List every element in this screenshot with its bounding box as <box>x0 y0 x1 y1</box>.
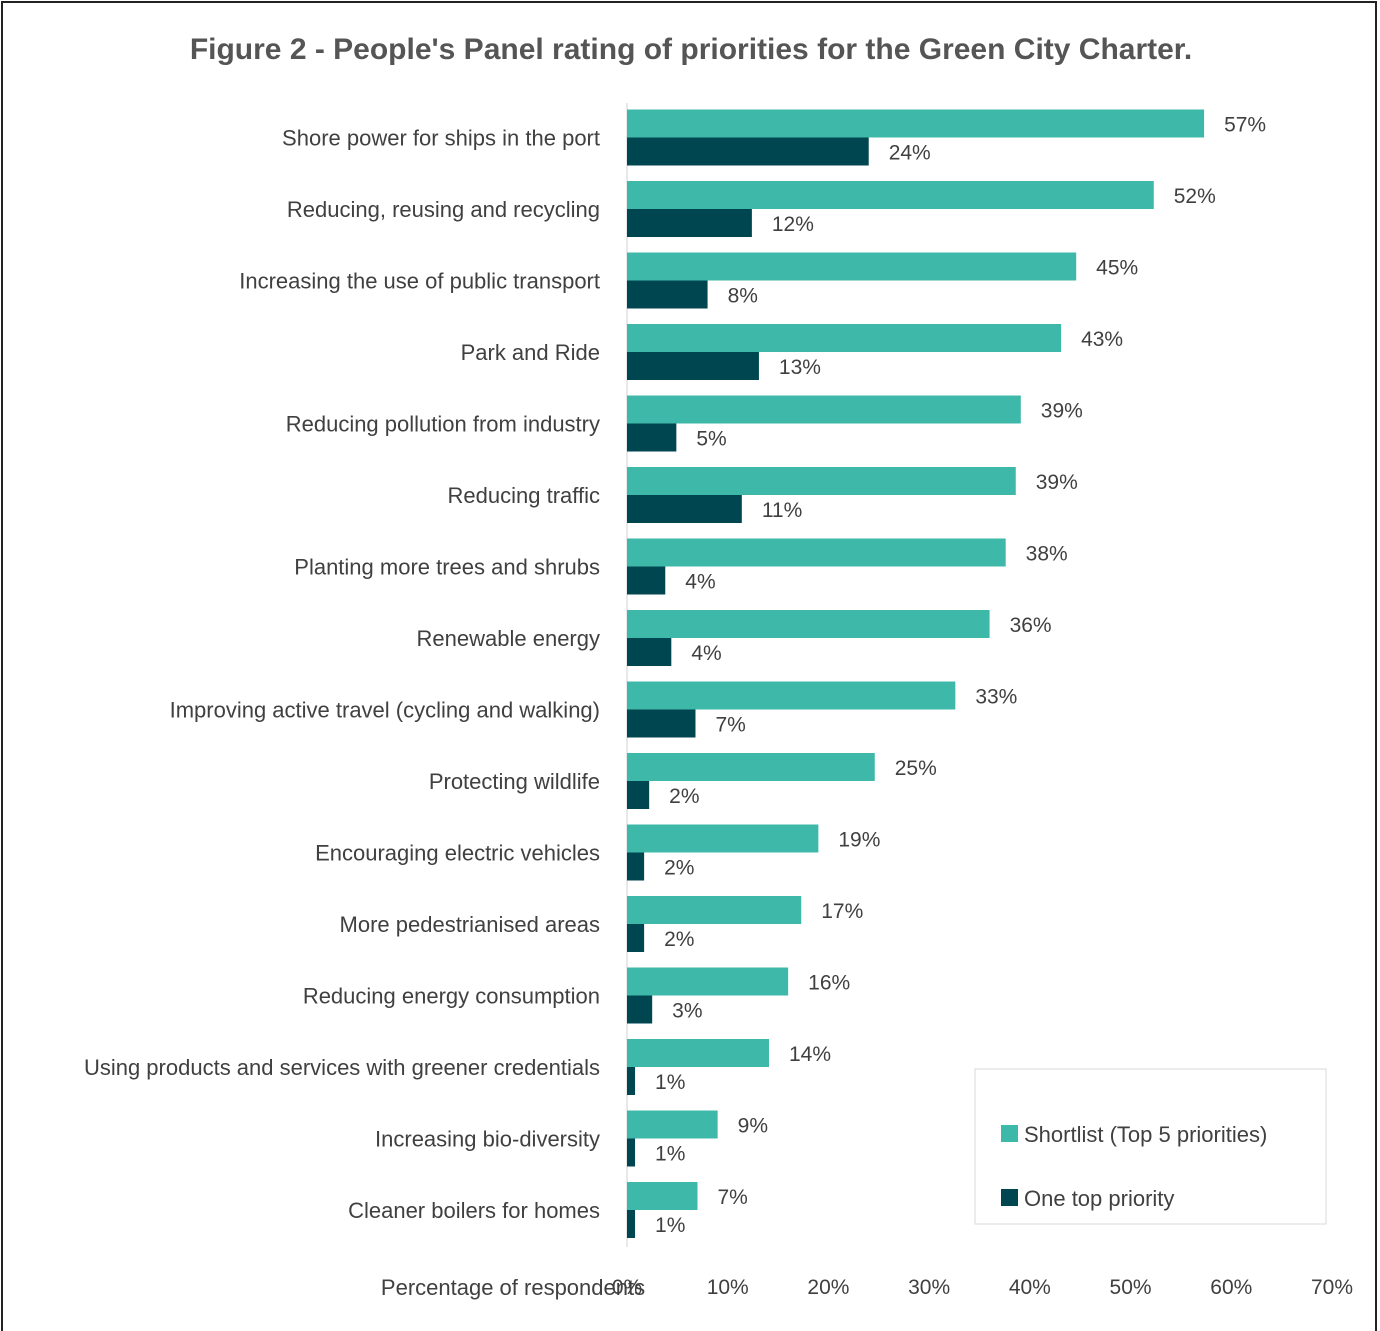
top-priority-value-label: 12% <box>772 213 814 236</box>
shortlist-bar <box>627 824 819 853</box>
top-priority-value-label: 3% <box>672 1000 702 1023</box>
top-priority-value-label: 24% <box>889 142 931 165</box>
top-priority-value-label: 2% <box>664 928 694 951</box>
chart-title: Figure 2 - People's Panel rating of prio… <box>189 33 1193 66</box>
x-axis-title: Percentage of respondents <box>381 1275 645 1300</box>
shortlist-bar <box>627 1182 698 1210</box>
top-priority-value-label: 13% <box>779 356 821 379</box>
shortlist-value-label: 16% <box>808 972 850 995</box>
category-label: Park and Ride <box>461 340 600 365</box>
shortlist-value-label: 45% <box>1096 257 1138 280</box>
category-label: Cleaner boilers for homes <box>348 1198 600 1223</box>
shortlist-bar <box>627 610 990 638</box>
shortlist-value-label: 33% <box>975 686 1017 709</box>
x-tick-label: 50% <box>1110 1276 1152 1299</box>
shortlist-value-label: 19% <box>838 829 880 852</box>
shortlist-bar <box>627 252 1077 281</box>
x-tick-label: 0% <box>612 1276 642 1299</box>
top-priority-value-label: 2% <box>664 857 694 880</box>
category-label: Shore power for ships in the port <box>282 126 600 151</box>
shortlist-bar <box>627 109 1205 138</box>
top-priority-bar <box>627 280 708 309</box>
top-priority-bar <box>627 1138 636 1167</box>
top-priority-value-label: 2% <box>669 785 699 808</box>
category-label: More pedestrianised areas <box>340 912 600 937</box>
top-priority-bar <box>627 781 650 809</box>
shortlist-bar <box>627 538 1006 567</box>
shortlist-value-label: 7% <box>718 1186 748 1209</box>
x-tick-label: 10% <box>707 1276 749 1299</box>
shortlist-bar <box>627 681 956 710</box>
x-tick-label: 30% <box>908 1276 950 1299</box>
category-label: Renewable energy <box>417 626 600 651</box>
legend-swatch-top-priority <box>1001 1189 1018 1206</box>
category-label: Reducing, reusing and recycling <box>287 197 600 222</box>
category-label: Protecting wildlife <box>429 769 600 794</box>
shortlist-bar <box>627 896 802 924</box>
shortlist-bar <box>627 181 1154 209</box>
x-tick-label: 20% <box>807 1276 849 1299</box>
legend-box <box>974 1068 1327 1225</box>
category-label: Increasing the use of public transport <box>239 269 600 294</box>
top-priority-bar <box>627 137 869 166</box>
top-priority-bar <box>627 924 645 952</box>
top-priority-bar <box>627 495 742 523</box>
shortlist-value-label: 17% <box>821 900 863 923</box>
shortlist-bar <box>627 324 1062 352</box>
shortlist-value-label: 9% <box>738 1115 768 1138</box>
top-priority-value-label: 8% <box>728 285 758 308</box>
top-priority-value-label: 1% <box>655 1143 685 1166</box>
top-priority-value-label: 1% <box>655 1071 685 1094</box>
top-priority-bar <box>627 566 666 595</box>
legend-swatch-shortlist <box>1001 1125 1018 1142</box>
shortlist-bar <box>627 1110 718 1139</box>
top-priority-bar <box>627 1067 636 1095</box>
top-priority-value-label: 4% <box>685 571 715 594</box>
shortlist-value-label: 39% <box>1036 471 1078 494</box>
top-priority-bar <box>627 352 759 380</box>
shortlist-value-label: 43% <box>1081 328 1123 351</box>
shortlist-bar <box>627 967 789 996</box>
category-label: Encouraging electric vehicles <box>315 841 600 866</box>
shortlist-bar <box>627 753 875 781</box>
category-label: Improving active travel (cycling and wal… <box>170 698 600 723</box>
bar-chart: Shore power for ships in the port 57% 24% R… <box>84 103 1353 1300</box>
shortlist-value-label: 57% <box>1224 114 1266 137</box>
top-priority-value-label: 7% <box>715 714 745 737</box>
top-priority-bar <box>627 709 696 738</box>
top-priority-bar <box>627 209 752 237</box>
category-label: Reducing energy consumption <box>303 984 600 1009</box>
top-priority-value-label: 4% <box>691 642 721 665</box>
top-priority-value-label: 1% <box>655 1214 685 1237</box>
top-priority-bar <box>627 638 672 666</box>
category-label: Increasing bio-diversity <box>375 1127 600 1152</box>
category-label: Reducing traffic <box>448 483 600 508</box>
category-label: Reducing pollution from industry <box>286 412 600 437</box>
x-tick-label: 60% <box>1210 1276 1252 1299</box>
shortlist-bar <box>627 467 1016 495</box>
category-label: Planting more trees and shrubs <box>294 555 600 580</box>
shortlist-value-label: 52% <box>1174 185 1216 208</box>
shortlist-value-label: 38% <box>1026 543 1068 566</box>
shortlist-value-label: 36% <box>1010 614 1052 637</box>
shortlist-value-label: 39% <box>1041 400 1083 423</box>
top-priority-bar <box>627 852 645 881</box>
shortlist-bar <box>627 395 1021 424</box>
legend-label-shortlist: Shortlist (Top 5 priorities) <box>1024 1122 1267 1147</box>
top-priority-bar <box>627 1210 636 1238</box>
top-priority-value-label: 11% <box>762 499 802 522</box>
legend-label-top-priority: One top priority <box>1024 1186 1174 1211</box>
category-label: Using products and services with greener… <box>84 1055 600 1080</box>
x-tick-label: 70% <box>1311 1276 1353 1299</box>
x-tick-label: 40% <box>1009 1276 1051 1299</box>
top-priority-bar <box>627 995 653 1024</box>
shortlist-bar <box>627 1039 770 1067</box>
top-priority-bar <box>627 423 677 452</box>
shortlist-value-label: 25% <box>895 757 937 780</box>
shortlist-value-label: 14% <box>789 1043 831 1066</box>
top-priority-value-label: 5% <box>696 428 726 451</box>
